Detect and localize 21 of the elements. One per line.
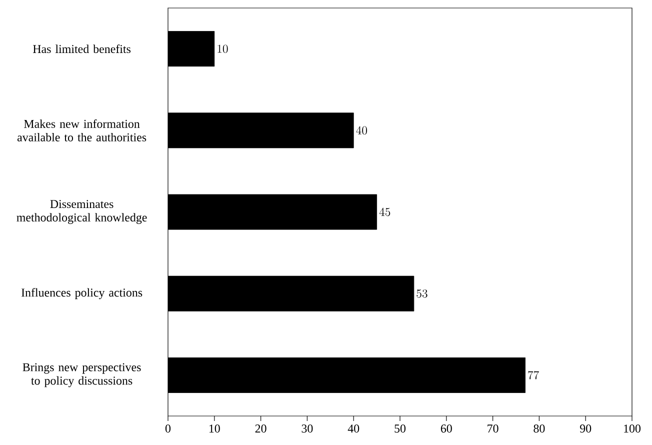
y-tick-label: Makes new information available to the authorities xyxy=(17,119,146,142)
x-tick-label: 50 xyxy=(394,424,406,433)
x-tick-label: 60 xyxy=(440,424,452,433)
y-tick-label: Influences policy actions xyxy=(21,288,142,300)
x-tick-label: 80 xyxy=(534,424,545,433)
data-label: 10 xyxy=(218,44,228,53)
data-label: 40 xyxy=(356,126,368,135)
y-tick-label: Has limited benefits xyxy=(33,44,131,54)
x-tick-label: 20 xyxy=(255,424,266,433)
data-label: 45 xyxy=(379,208,390,216)
x-tick-label: 70 xyxy=(488,424,498,433)
y-tick-label: Brings new perspectives to policy discussions xyxy=(22,363,141,388)
y-tick-label: Disseminates methodological knowledge xyxy=(16,200,147,224)
x-tick-label: 90 xyxy=(580,424,592,433)
data-label: 77 xyxy=(528,370,539,380)
x-tick-label: 30 xyxy=(302,424,313,433)
x-tick-label: 100 xyxy=(624,424,641,433)
x-tick-label: 0 xyxy=(165,424,171,433)
x-tick-label: 40 xyxy=(348,424,360,433)
data-label: 53 xyxy=(416,290,428,298)
x-tick-label: 10 xyxy=(209,424,220,433)
